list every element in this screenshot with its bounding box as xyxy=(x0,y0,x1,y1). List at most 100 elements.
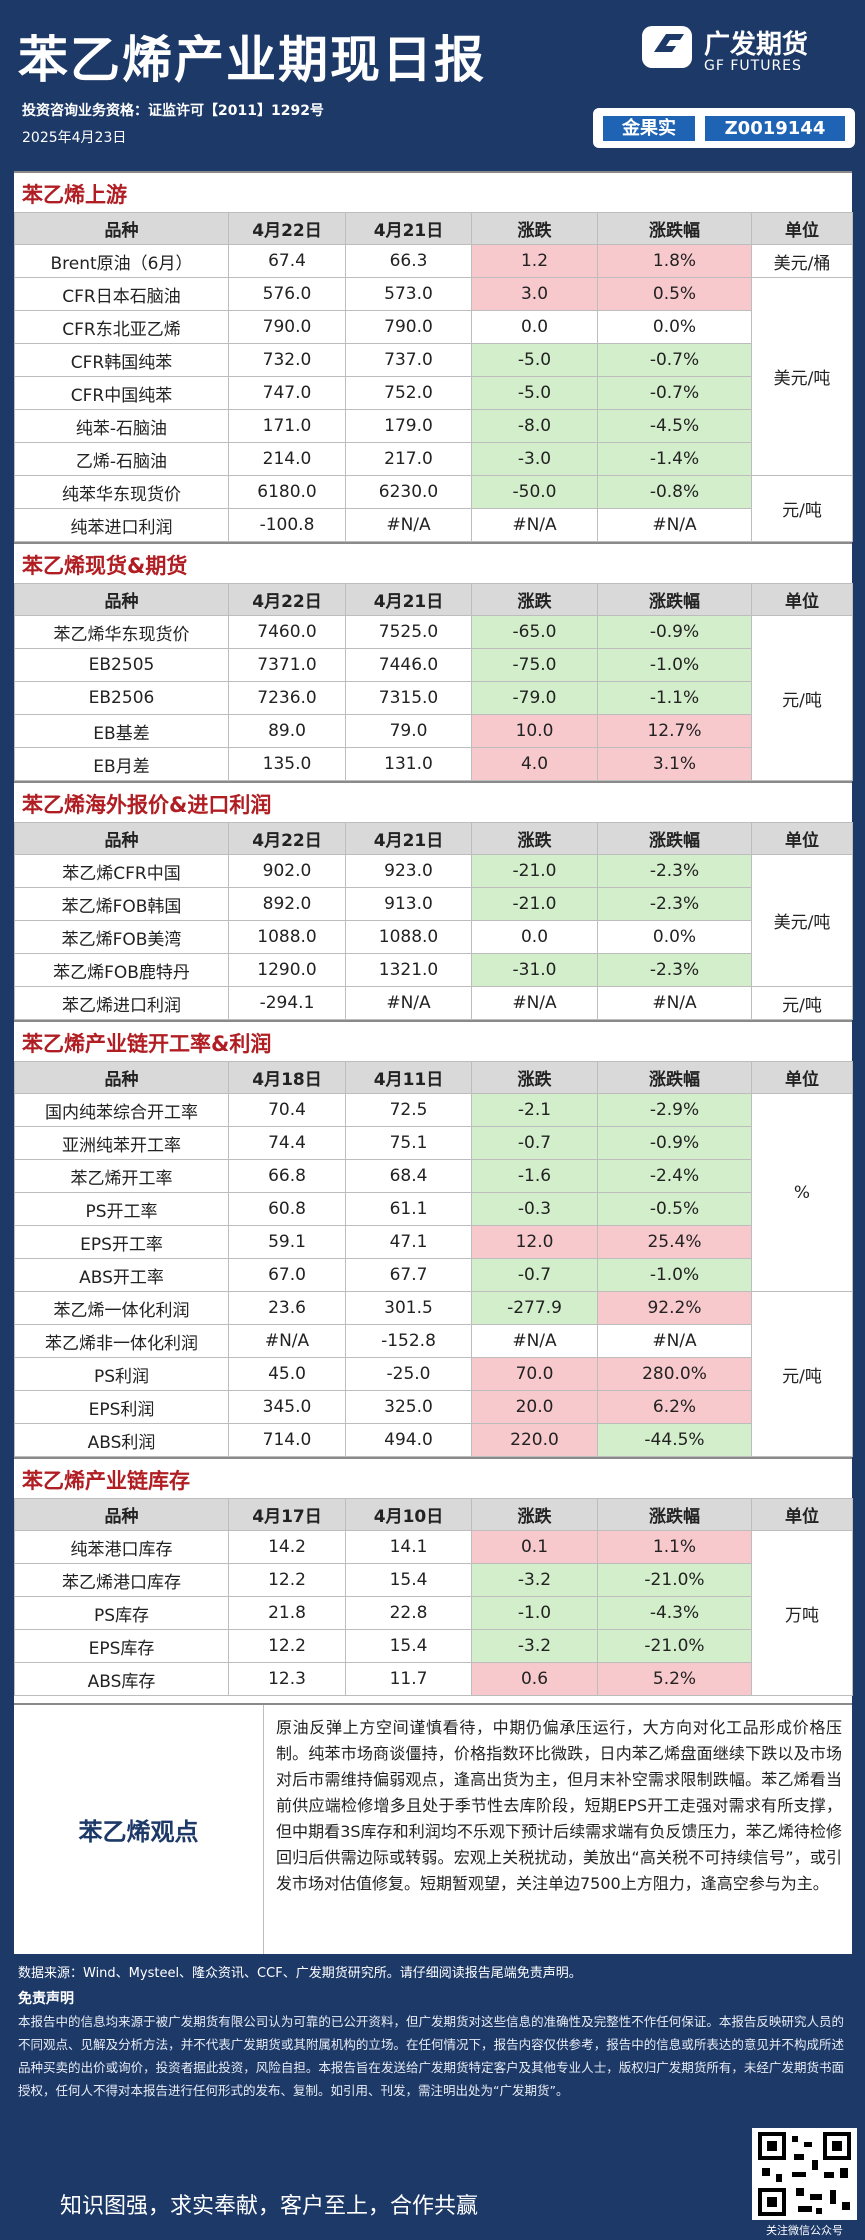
table-row: EPS开工率 59.1 47.1 12.0 25.4% xyxy=(14,1225,853,1259)
cell: 23.6 xyxy=(228,1291,346,1325)
item-name: 纯苯进口利润 xyxy=(14,508,229,542)
cell: 6.2% xyxy=(597,1390,752,1424)
item-name: Brent原油（6月） xyxy=(14,244,229,278)
cell: -0.7% xyxy=(597,343,752,377)
table-row: CFR日本石脑油 576.0 573.0 3.0 0.5% 美元/吨 xyxy=(14,277,853,476)
item-name: 苯乙烯FOB美湾 xyxy=(14,920,229,954)
cell: 70.4 xyxy=(228,1093,346,1127)
item-name: 苯乙烯开工率 xyxy=(14,1159,229,1193)
cell: 0.5% xyxy=(597,277,752,311)
cell: 790.0 xyxy=(228,310,346,344)
item-name: EB2505 xyxy=(14,648,229,682)
cell: 7236.0 xyxy=(228,681,346,715)
cell: 25.4% xyxy=(597,1225,752,1259)
cell: 12.2 xyxy=(228,1563,346,1597)
cell: 747.0 xyxy=(228,376,346,410)
section-title: 苯乙烯上游 xyxy=(14,171,852,212)
table-row: PS利润 45.0 -25.0 70.0 280.0% xyxy=(14,1357,853,1391)
cell: -277.9 xyxy=(471,1291,598,1325)
item-name: EB基差 xyxy=(14,714,229,748)
cell: 15.4 xyxy=(345,1563,472,1597)
cell: -1.6 xyxy=(471,1159,598,1193)
item-name: CFR韩国纯苯 xyxy=(14,343,229,377)
item-name: 纯苯港口库存 xyxy=(14,1530,229,1564)
cell: -152.8 xyxy=(345,1324,472,1358)
license: 投资咨询业务资格：证监许可【2011】1292号 xyxy=(22,103,324,119)
column-header: 4月21日 xyxy=(345,583,472,616)
column-header: 品种 xyxy=(14,1498,229,1531)
viewpoint-label: 苯乙烯观点 xyxy=(14,1705,264,1954)
cell: 3.1% xyxy=(597,747,752,781)
cell: -2.3% xyxy=(597,854,752,888)
cell: -8.0 xyxy=(471,409,598,443)
cell: #N/A xyxy=(471,508,598,542)
column-header: 品种 xyxy=(14,212,229,245)
cell: 280.0% xyxy=(597,1357,752,1391)
item-name: 苯乙烯一体化利润 xyxy=(14,1291,229,1325)
cell: -0.8% xyxy=(597,475,752,509)
table-row: 苯乙烯FOB韩国 892.0 913.0 -21.0 -2.3% xyxy=(14,887,853,921)
cell: 67.4 xyxy=(228,244,346,278)
item-name: 亚洲纯苯开工率 xyxy=(14,1126,229,1160)
cell: -65.0 xyxy=(471,615,598,649)
column-header: 单位 xyxy=(751,1498,853,1531)
column-header: 涨跌幅 xyxy=(597,583,752,616)
item-name: CFR中国纯苯 xyxy=(14,376,229,410)
cell: 0.0% xyxy=(597,310,752,344)
table-row: EB基差 89.0 79.0 10.0 12.7% xyxy=(14,714,853,748)
column-header: 单位 xyxy=(751,1061,853,1094)
cell: 345.0 xyxy=(228,1390,346,1424)
item-name: EPS开工率 xyxy=(14,1225,229,1259)
cell: 790.0 xyxy=(345,310,472,344)
column-header: 4月11日 xyxy=(345,1061,472,1094)
cell: 325.0 xyxy=(345,1390,472,1424)
cell: 1.1% xyxy=(597,1530,752,1564)
cell: -1.1% xyxy=(597,681,752,715)
unit: 美元/吨 xyxy=(751,854,853,987)
data-table: 品种 4月17日 4月10日 涨跌 涨跌幅 单位 纯苯港口库存 14.2 14.1 0.1 1.1%… xyxy=(14,1498,853,1696)
table-row: EPS利润 345.0 325.0 20.0 6.2% xyxy=(14,1390,853,1424)
column-header: 品种 xyxy=(14,1061,229,1094)
analyst: 金果实 Z0019144 xyxy=(593,108,855,148)
item-name: EPS利润 xyxy=(14,1390,229,1424)
cell: 74.4 xyxy=(228,1126,346,1160)
item-name: 苯乙烯华东现货价 xyxy=(14,615,229,649)
item-name: 乙烯-石脑油 xyxy=(14,442,229,476)
cell: 79.0 xyxy=(345,714,472,748)
cell: 66.3 xyxy=(345,244,472,278)
cell: 7525.0 xyxy=(345,615,472,649)
data-table: 品种 4月18日 4月11日 涨跌 涨跌幅 单位 国内纯苯综合开工率 70.4 72.5 -2.1… xyxy=(14,1061,853,1457)
table-row: EB2505 7371.0 7446.0 -75.0 -1.0% xyxy=(14,648,853,682)
disclaimer-title: 免责声明 xyxy=(18,1991,74,2007)
item-name: 苯乙烯港口库存 xyxy=(14,1563,229,1597)
cell: -0.7 xyxy=(471,1258,598,1292)
cell: -3.2 xyxy=(471,1629,598,1663)
cell: -1.0 xyxy=(471,1596,598,1630)
column-header: 单位 xyxy=(751,212,853,245)
unit: 万吨 xyxy=(751,1530,853,1696)
table-row: 苯乙烯CFR中国 902.0 923.0 -21.0 -2.3% 美元/吨 xyxy=(14,854,853,987)
table-row: 纯苯进口利润 -100.8 #N/A #N/A #N/A xyxy=(14,508,853,542)
cell: -0.7 xyxy=(471,1126,598,1160)
header-row: 品种 4月22日 4月21日 涨跌 涨跌幅 单位 xyxy=(14,822,853,855)
item-name: 纯苯-石脑油 xyxy=(14,409,229,443)
cell: 21.8 xyxy=(228,1596,346,1630)
cell: 12.2 xyxy=(228,1629,346,1663)
cell: 737.0 xyxy=(345,343,472,377)
cell: -2.4% xyxy=(597,1159,752,1193)
table-row: 苯乙烯非一体化利润 #N/A -152.8 #N/A #N/A xyxy=(14,1324,853,1358)
analyst-id: Z0019144 xyxy=(705,116,845,141)
cell: -0.9% xyxy=(597,615,752,649)
data-table: 品种 4月22日 4月21日 涨跌 涨跌幅 单位 苯乙烯华东现货价 7460.0 7525.0-… xyxy=(14,583,853,781)
cell: 92.2% xyxy=(597,1291,752,1325)
table-row: PS开工率 60.8 61.1 -0.3 -0.5% xyxy=(14,1192,853,1226)
table-row: 苯乙烯华东现货价 7460.0 7525.0 -65.0 -0.9% 元/吨 xyxy=(14,615,853,781)
cell: 66.8 xyxy=(228,1159,346,1193)
cell: 12.3 xyxy=(228,1662,346,1696)
item-name: 苯乙烯CFR中国 xyxy=(14,854,229,888)
table-row: CFR中国纯苯 747.0 752.0 -5.0 -0.7% xyxy=(14,376,853,410)
cell: #N/A xyxy=(345,986,472,1020)
cell: 732.0 xyxy=(228,343,346,377)
cell: 0.0 xyxy=(471,920,598,954)
cell: 12.0 xyxy=(471,1225,598,1259)
